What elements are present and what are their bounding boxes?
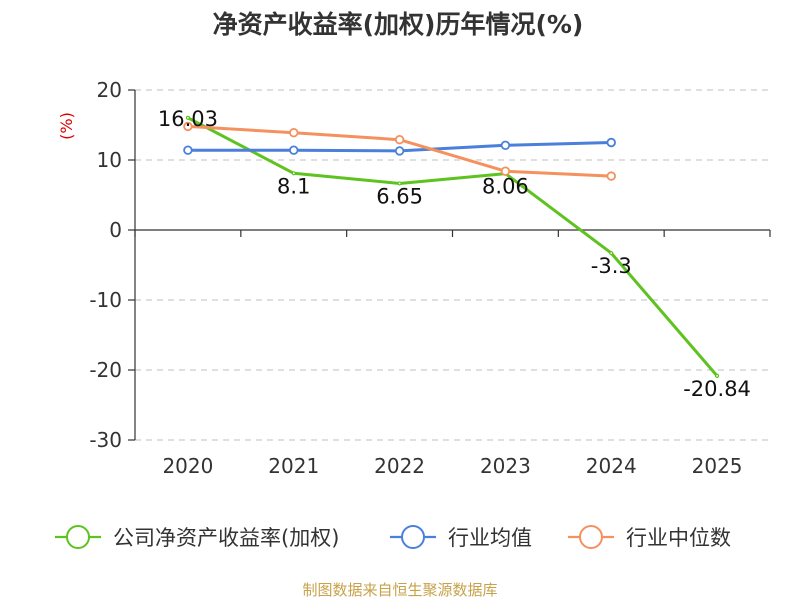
data-label: 16.03 [158, 107, 218, 131]
x-tick-label: 2023 [480, 454, 531, 478]
legend-item-0: 公司净资产收益率(加权) [55, 525, 339, 550]
y-tick-label: -10 [89, 288, 122, 312]
series-2 [183, 121, 616, 181]
data-label: 8.1 [277, 174, 310, 198]
x-tick-label: 2025 [692, 454, 743, 478]
data-point [394, 134, 405, 145]
data-label: 8.06 [482, 175, 529, 199]
axes: 20 10 0 -10 -20 -30 2020 2021 2022 2023 2024 2025 [89, 78, 771, 478]
x-tick-label: 2021 [268, 454, 319, 478]
series-line [187, 116, 719, 377]
y-tick-label: 20 [97, 78, 122, 102]
data-point [606, 137, 616, 148]
y-tick-label: 10 [97, 148, 122, 172]
data-point [289, 127, 299, 138]
data-point [394, 146, 405, 156]
data-point [606, 171, 616, 181]
x-tick-label: 2022 [374, 454, 425, 478]
x-tick-label: 2020 [162, 454, 213, 478]
x-tick-label: 2024 [586, 454, 637, 478]
legend-item-2: 行业中位数 [568, 525, 731, 550]
series-1 [183, 137, 616, 156]
source-note: 制图数据来自恒生聚源数据库 [302, 581, 497, 599]
legend-marker [66, 525, 90, 549]
data-label: 6.65 [376, 184, 423, 208]
data-point [714, 373, 720, 378]
data-labels: 16.03 8.1 6.65 8.06 -3.3 -20.84 [158, 107, 751, 401]
legend: 公司净资产收益率(加权) 行业均值 行业中位数 [55, 525, 731, 550]
y-tick-label: -30 [89, 428, 122, 452]
legend-marker [579, 525, 603, 549]
legend-item-1: 行业均值 [390, 525, 532, 550]
grid [135, 89, 770, 441]
data-point [397, 181, 402, 186]
legend-label: 公司净资产收益率(加权) [113, 526, 339, 550]
y-tick-label: -20 [89, 358, 122, 382]
data-point [500, 140, 511, 150]
legend-marker [401, 525, 425, 549]
data-point [291, 171, 296, 176]
y-axis-label: (%) [57, 112, 76, 140]
series [183, 115, 720, 378]
chart-title: 净资产收益率(加权)历年情况(%) [213, 10, 584, 39]
y-tick-label: 0 [109, 218, 122, 242]
data-point [183, 145, 193, 155]
data-label: -20.84 [683, 377, 751, 401]
data-label: -3.3 [591, 254, 632, 278]
legend-label: 行业中位数 [626, 526, 731, 550]
data-point [185, 115, 191, 120]
data-point [183, 121, 193, 132]
data-point [500, 166, 511, 176]
data-point [609, 251, 614, 256]
legend-label: 行业均值 [448, 526, 532, 550]
data-point [289, 145, 299, 155]
